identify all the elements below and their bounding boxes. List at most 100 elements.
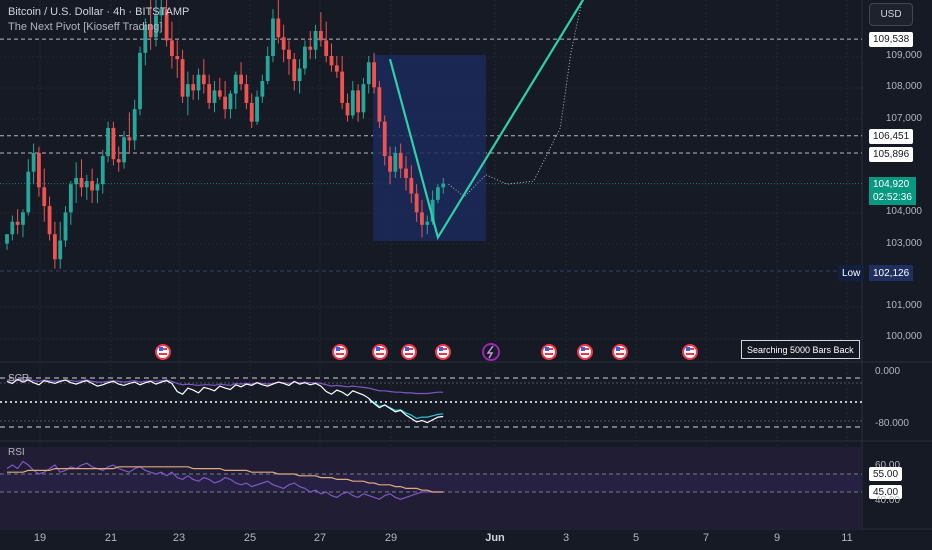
candle-body: [308, 46, 313, 50]
event-ring: [482, 343, 500, 361]
candle: [244, 74, 249, 110]
candle: [63, 206, 68, 247]
flag-canton: [376, 347, 380, 351]
candle-body: [350, 90, 355, 116]
current-price-value: 104,920: [873, 179, 910, 190]
candle: [164, 0, 169, 47]
candle: [180, 49, 185, 103]
time-tick-label: 23: [172, 532, 186, 544]
searching-status: Searching 5000 Bars Back: [741, 340, 860, 359]
price-level-label: 105,896: [869, 147, 914, 162]
candle-body: [393, 152, 398, 172]
candle: [372, 52, 376, 94]
candle-body: [318, 30, 323, 41]
indicator-panes: [0, 361, 932, 530]
candle-body: [420, 212, 424, 225]
flag-stripe: [159, 353, 167, 355]
candle: [276, 0, 281, 44]
price-tick-label: 100,000: [885, 331, 922, 343]
candle: [409, 165, 414, 203]
flag-stripe: [581, 353, 589, 355]
candles: [5, 0, 446, 269]
candle: [255, 90, 259, 125]
candle: [79, 159, 84, 197]
flag-stripe: [376, 353, 384, 355]
scr-pane-label[interactable]: SCR: [8, 373, 30, 384]
time-tick-label: 27: [313, 532, 327, 544]
candle: [31, 143, 36, 185]
candle: [334, 56, 339, 78]
candle-body: [111, 127, 116, 160]
price-tick-label: 108,000: [885, 81, 922, 93]
scr-tick: -80.000: [875, 418, 909, 429]
time-tick-label: 25: [243, 532, 257, 544]
economic-events: [155, 343, 698, 361]
candle: [292, 52, 297, 91]
candle-body: [324, 40, 329, 56]
us-flag-event-icon[interactable]: [682, 344, 698, 360]
flag-canton: [439, 347, 443, 351]
rsi-level-box: 55.00: [869, 467, 903, 481]
candle: [84, 174, 89, 200]
candle: [90, 168, 95, 203]
candle-body: [201, 74, 206, 85]
candle-body: [377, 87, 382, 122]
candle-body: [191, 84, 196, 91]
rsi-mid-band: [0, 474, 862, 492]
scr-main-line: [6, 378, 444, 424]
candle: [52, 221, 57, 269]
candle-body: [265, 56, 270, 82]
us-flag-event-icon[interactable]: [435, 344, 451, 360]
flag-canton: [581, 347, 585, 351]
candle-body: [271, 18, 275, 57]
time-tick-label: 5: [632, 532, 640, 544]
candle: [265, 46, 270, 85]
candle: [68, 181, 73, 225]
us-flag-event-icon[interactable]: [401, 344, 417, 360]
candle: [441, 177, 446, 194]
flag-canton: [336, 347, 340, 351]
us-flag-event-icon[interactable]: [332, 344, 348, 360]
candle: [212, 81, 217, 113]
scr-cyan-line: [368, 399, 444, 420]
flag-canton: [686, 347, 690, 351]
candle-body: [260, 81, 265, 97]
currency-button[interactable]: USD: [869, 3, 913, 26]
split-event-icon[interactable]: [482, 343, 500, 361]
us-flag-event-icon[interactable]: [541, 344, 557, 360]
price-tick-label: 103,000: [885, 237, 922, 249]
rsi-pane-label[interactable]: RSI: [8, 447, 25, 458]
candle-body: [430, 199, 435, 222]
indicator-name[interactable]: The Next Pivot [Kioseff Trading]: [8, 21, 163, 33]
candle: [239, 62, 243, 91]
candle: [324, 21, 329, 63]
time-tick-label: 7: [702, 532, 710, 544]
us-flag-event-icon[interactable]: [155, 344, 171, 360]
candle-body: [74, 177, 79, 185]
flag-stripe: [545, 353, 553, 355]
candle-body: [31, 152, 36, 172]
candle-body: [425, 221, 430, 225]
candle: [350, 81, 355, 119]
candle-body: [95, 184, 100, 191]
price-tick-label: 101,000: [885, 300, 922, 312]
candle: [111, 121, 116, 166]
us-flag-event-icon[interactable]: [612, 344, 628, 360]
zigzag-line: [388, 0, 585, 241]
time-tick-label: 21: [104, 532, 118, 544]
us-flag-event-icon[interactable]: [372, 344, 388, 360]
current-price-label: 104,920 02:52:36: [869, 177, 916, 205]
pivot-zigzag: [388, 0, 585, 241]
price-tick-label: 109,000: [885, 50, 922, 61]
candle-body: [58, 240, 63, 260]
candle: [5, 234, 9, 250]
candle-body: [15, 221, 20, 225]
candle: [196, 68, 201, 100]
candle-body: [382, 121, 387, 157]
projection-line: [448, 2, 583, 198]
candle: [318, 12, 323, 47]
low-tag: Low: [838, 265, 865, 281]
time-tick-label: 11: [841, 532, 853, 544]
us-flag-event-icon[interactable]: [577, 344, 593, 360]
